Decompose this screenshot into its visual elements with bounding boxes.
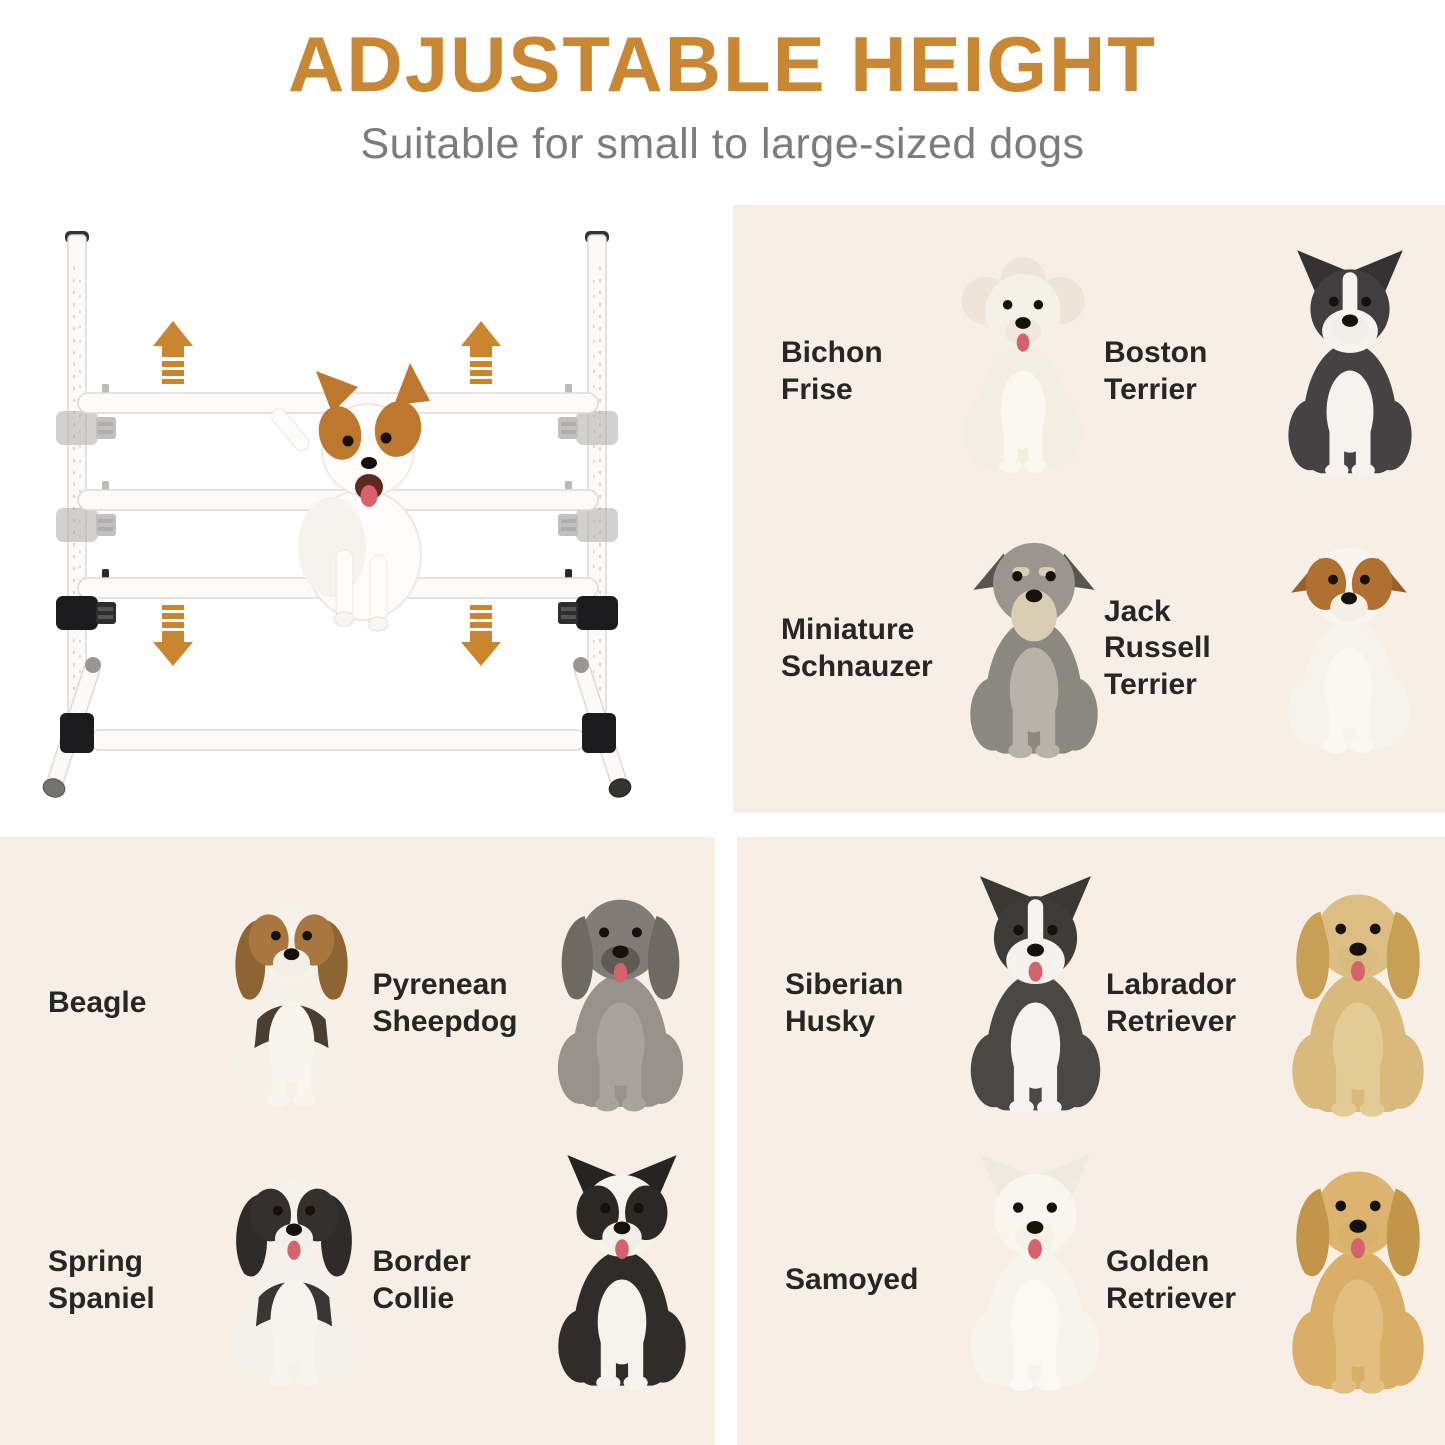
base-bar: [89, 729, 587, 751]
breed-cell: Miniature Schnauzer: [781, 510, 1104, 787]
dog-illustration: [206, 883, 377, 1125]
base-connector-right: [582, 713, 616, 753]
down-arrow-icon: [153, 605, 193, 666]
dog-illustration: [1262, 247, 1438, 497]
dog-illustration: [1264, 871, 1445, 1137]
breed-cell: Pyrenean Sheepdog: [373, 865, 698, 1142]
ghost-clamp: [558, 411, 618, 445]
breed-cell: Jack Russell Terrier: [1104, 510, 1427, 787]
breed-cell: Beagle: [48, 865, 373, 1142]
breed-label: Siberian Husky: [785, 967, 904, 1038]
breed-label: Bichon Frise: [781, 335, 883, 406]
clamp-black-left: [56, 596, 116, 630]
panel-medium-dogs: Beagle Pyrenean Sheepdog S: [0, 837, 715, 1445]
breed-cell: Siberian Husky: [785, 865, 1106, 1142]
jumping-dog-illustration: [271, 363, 430, 632]
up-arrow-icon: [153, 321, 193, 384]
dog-illustration: [531, 1152, 713, 1410]
down-arrow-icon: [461, 605, 501, 666]
dog-illustration: [943, 873, 1128, 1135]
clamp-black-right: [558, 596, 618, 630]
dog-illustration: [1264, 1148, 1445, 1414]
breed-cell: Golden Retriever: [1106, 1142, 1427, 1419]
breed-cell: Bichon Frise: [781, 233, 1104, 510]
dog-illustration: [939, 253, 1107, 491]
breed-cell: Boston Terrier: [1104, 233, 1427, 510]
breed-label: Labrador Retriever: [1106, 967, 1237, 1038]
up-arrow-icon: [461, 321, 501, 384]
breed-label: Beagle: [48, 986, 147, 1020]
breed-label: Pyrenean Sheepdog: [372, 967, 518, 1038]
breed-cell: Samoyed: [785, 1142, 1106, 1419]
header: ADJUSTABLE HEIGHT Suitable for small to …: [0, 20, 1445, 169]
panel-large-dogs: Siberian Husky Labrador Retriever: [737, 837, 1445, 1445]
breed-label: Miniature Schnauzer: [781, 612, 933, 683]
ghost-clamp: [558, 508, 618, 542]
panel-small-dogs: Bichon Frise Boston Terrier: [733, 205, 1445, 813]
breed-label: Spring Spaniel: [48, 1244, 155, 1315]
dog-illustration: [206, 1156, 382, 1406]
dog-illustration: [943, 1151, 1127, 1411]
dog-illustration: [531, 877, 710, 1131]
hurdle-illustration: [42, 231, 632, 798]
base-connector-left: [60, 713, 94, 753]
breed-cell: Spring Spaniel: [48, 1142, 373, 1419]
page-subtitle: Suitable for small to large-sized dogs: [360, 119, 1085, 168]
ghost-clamp: [56, 508, 116, 542]
breed-label: Samoyed: [785, 1263, 919, 1297]
breed-label: Border Collie: [372, 1244, 471, 1315]
dog-illustration: [943, 520, 1125, 778]
breed-label: Boston Terrier: [1104, 335, 1208, 406]
breed-label: Jack Russell Terrier: [1104, 594, 1211, 701]
ghost-clamp: [56, 411, 116, 445]
dog-illustration: [1262, 526, 1436, 772]
breed-cell: Border Collie: [373, 1142, 698, 1419]
breed-label: Golden Retriever: [1106, 1244, 1237, 1315]
breed-cell: Labrador Retriever: [1106, 865, 1427, 1142]
page-title: ADJUSTABLE HEIGHT: [288, 20, 1157, 108]
hurdle-figure: [18, 205, 698, 820]
